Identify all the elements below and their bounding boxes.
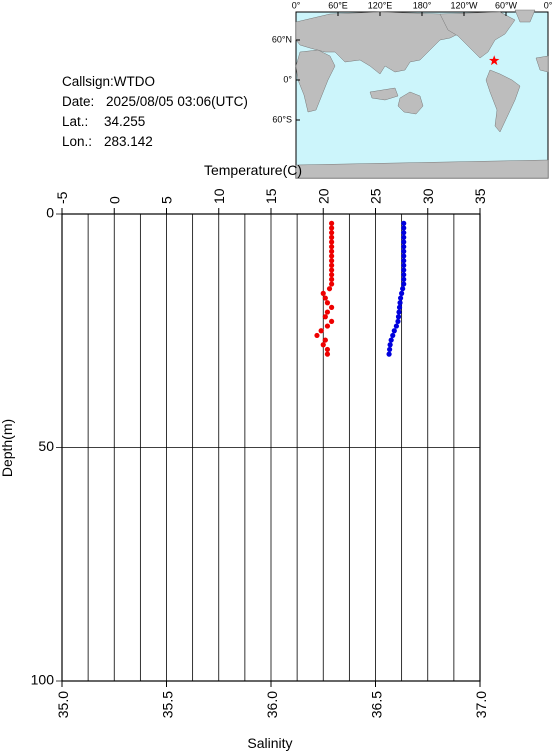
data-point (329, 230, 335, 236)
data-point (401, 244, 407, 250)
data-point (329, 225, 335, 231)
callsign: Callsign:WTDO (62, 74, 155, 89)
data-point (401, 262, 407, 268)
y-axis-title: Depth(m) (0, 419, 15, 477)
data-point (314, 332, 320, 339)
map-lon-label: 0° (544, 0, 553, 10)
data-point (401, 225, 407, 231)
data-point (329, 281, 335, 287)
x-tick-label: 30 (420, 188, 436, 204)
data-point (329, 234, 335, 240)
lon: 283.142 (104, 134, 153, 149)
x2-tick-label: 37.0 (473, 691, 489, 718)
data-point (395, 314, 402, 320)
data-point (322, 314, 328, 320)
y-tick-label: 0 (46, 205, 54, 221)
lon-label: Lon.: (62, 134, 92, 149)
date: 2025/08/05 03:06(UTC) (106, 94, 248, 109)
data-point (329, 267, 335, 273)
data-point (320, 342, 326, 348)
data-point (401, 220, 407, 226)
date-label: Date: (62, 94, 94, 109)
map-lat-label: 60°N (272, 34, 292, 44)
map-lon-label: 120°W (450, 0, 478, 10)
map-lon-label: 180° (413, 0, 432, 10)
data-point (393, 323, 399, 329)
data-point (329, 253, 335, 259)
x-axis-title: Temperature(C) (204, 162, 302, 178)
data-point (401, 272, 407, 278)
data-point (329, 262, 335, 268)
data-point (329, 239, 335, 245)
lat: 34.255 (104, 114, 145, 129)
map-lat-label: 0° (283, 74, 292, 84)
x-tick-label: 35 (472, 188, 488, 204)
data-point (401, 258, 407, 264)
x-tick-label: -5 (54, 191, 70, 204)
data-point (326, 286, 333, 292)
data-point (387, 342, 393, 348)
station-marker (489, 55, 500, 66)
data-point (401, 234, 407, 240)
data-point (318, 328, 324, 334)
x-tick-label: 10 (211, 188, 227, 204)
x-tick-label: 5 (159, 196, 175, 204)
data-point (322, 337, 328, 343)
x2-tick-label: 36.0 (264, 691, 280, 718)
data-point (388, 337, 394, 343)
data-point (401, 239, 407, 245)
x2-tick-label: 35.5 (160, 691, 176, 718)
lat-label: Lat.: (62, 114, 88, 129)
data-point (401, 267, 407, 273)
data-point (329, 220, 335, 226)
data-point (324, 351, 331, 357)
data-point (391, 328, 397, 334)
data-point (329, 304, 335, 310)
data-point (401, 281, 407, 287)
data-point (329, 258, 335, 264)
x-tick-label: 25 (368, 188, 384, 204)
x-tick-label: 0 (106, 196, 122, 204)
data-point (399, 290, 405, 296)
data-point (329, 248, 335, 254)
data-point (401, 253, 407, 259)
world-map (295, 9, 549, 179)
data-point (320, 290, 326, 296)
data-point (401, 276, 407, 282)
data-point (322, 295, 328, 301)
data-point (324, 346, 331, 353)
data-point (324, 300, 331, 306)
data-point (401, 248, 407, 254)
data-point (390, 332, 396, 339)
data-point (387, 346, 393, 353)
data-point (397, 295, 404, 301)
data-point (401, 230, 407, 236)
map-lon-label: 60°W (495, 0, 518, 10)
data-point (329, 272, 335, 278)
data-point (396, 304, 403, 310)
data-point (324, 309, 331, 315)
data-point (324, 323, 331, 329)
y-tick-label: 50 (38, 438, 54, 454)
data-point (395, 318, 401, 325)
map-lat-label: 60°S (272, 114, 292, 124)
data-point (400, 286, 406, 292)
data-point (386, 351, 392, 357)
x2-axis-title: Salinity (247, 735, 292, 751)
data-point (396, 309, 402, 315)
data-point (329, 244, 335, 250)
x-tick-label: 15 (263, 188, 279, 204)
land (295, 9, 549, 179)
data-point (397, 300, 403, 306)
x-tick-label: 20 (315, 188, 331, 204)
map-lon-label: 120°E (368, 0, 393, 10)
map-lon-label: 0° (292, 0, 301, 10)
data-point (329, 318, 335, 325)
x2-tick-label: 35.0 (55, 691, 71, 718)
y-tick-label: 100 (31, 672, 55, 688)
map-lon-label: 60°E (328, 0, 348, 10)
data-point (329, 276, 335, 282)
x2-tick-label: 36.5 (369, 691, 385, 718)
